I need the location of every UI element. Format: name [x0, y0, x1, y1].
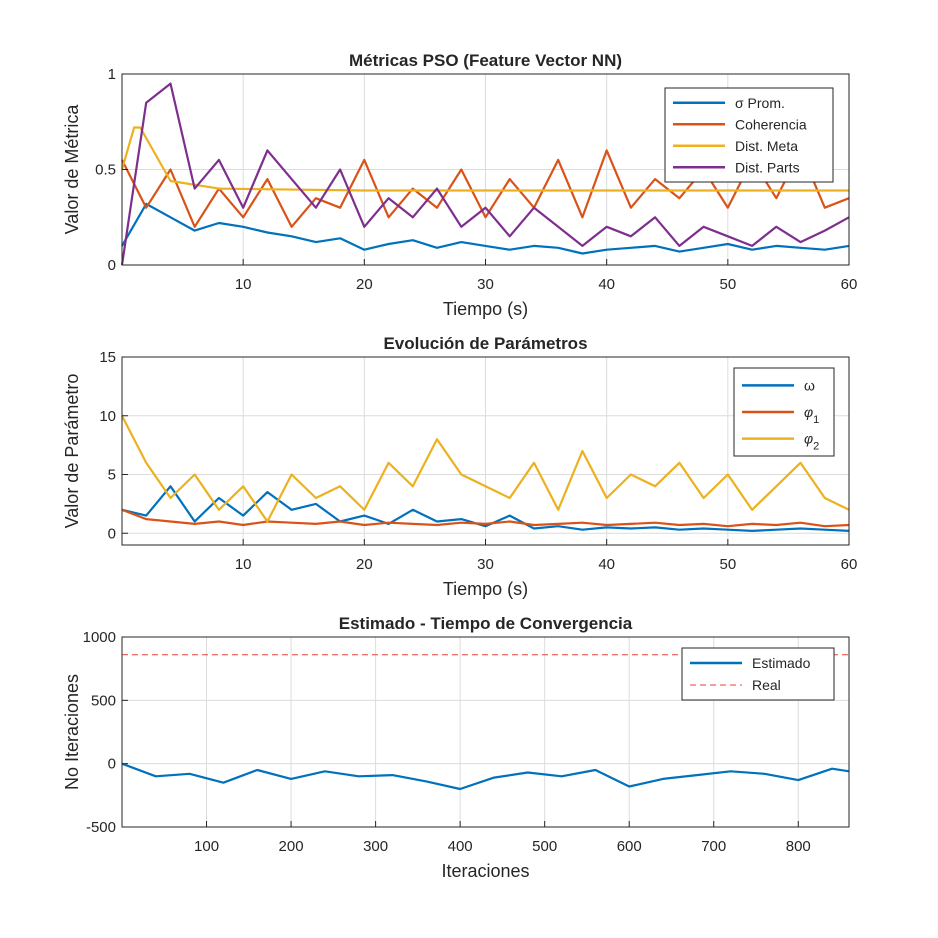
legend-entry: φ1 — [804, 404, 819, 426]
y-tick-label: 500 — [91, 692, 116, 709]
x-tick-label: 500 — [532, 838, 557, 855]
chart-title: Métricas PSO (Feature Vector NN) — [349, 51, 622, 70]
legend-entry: ω — [804, 377, 815, 393]
legend-entry: Dist. Parts — [735, 159, 800, 175]
x-tick-label: 50 — [719, 276, 736, 293]
series-line-1 — [121, 485, 850, 533]
legend: Estimado Real — [681, 647, 835, 701]
x-tick-label: 10 — [235, 276, 252, 293]
y-tick-label: 0 — [108, 756, 116, 773]
legend-entry: Dist. Meta — [735, 138, 798, 154]
chart-2: 10 20 30 40 50 60 0 5 10 15 Evolución de Parámetro… — [62, 334, 857, 599]
y-tick-label: 1000 — [83, 629, 116, 646]
y-axis-label: Valor de Métrica — [62, 104, 82, 235]
x-tick-label: 100 — [194, 838, 219, 855]
x-tick-label: 30 — [477, 556, 494, 573]
x-tick-label: 200 — [279, 838, 304, 855]
y-tick-label: 0.5 — [95, 162, 116, 179]
x-tick-label: 300 — [363, 838, 388, 855]
chart-3: 100 200 300 400 500 600 700 800 -500 0 500 1000 Esti… — [62, 614, 850, 881]
y-tick-label: 5 — [108, 467, 116, 484]
x-tick-label: 400 — [448, 838, 473, 855]
y-tick-label: 0 — [108, 257, 116, 274]
legend: ω φ1 φ2 — [733, 367, 835, 457]
legend-entry: φ2 — [804, 431, 819, 453]
chart-title: Estimado - Tiempo de Convergencia — [339, 614, 633, 633]
x-tick-label: 60 — [841, 276, 858, 293]
x-axis-label: Tiempo (s) — [443, 579, 528, 599]
series-line-3 — [120, 126, 849, 192]
chart-1: 10 20 30 40 50 60 0 0.5 1 Métricas PSO (Feature V… — [62, 51, 857, 319]
x-tick-label: 50 — [719, 556, 736, 573]
legend-entry: Real — [752, 677, 781, 693]
legend-entry: Coherencia — [735, 116, 807, 132]
x-tick-label: 10 — [235, 556, 252, 573]
x-tick-label: 700 — [701, 838, 726, 855]
series-line-2 — [121, 149, 850, 228]
x-tick-label: 60 — [841, 556, 858, 573]
y-axis-label: No Iteraciones — [62, 674, 82, 790]
y-tick-label: 1 — [108, 66, 116, 83]
chart-title: Evolución de Parámetros — [383, 334, 587, 353]
y-tick-label: -500 — [86, 819, 116, 836]
series-line-3 — [121, 415, 850, 523]
series-line-2 — [121, 508, 850, 528]
x-tick-label: 20 — [356, 556, 373, 573]
y-tick-label: 10 — [99, 408, 116, 425]
series-line-1 — [121, 762, 850, 791]
x-axis-label: Iteraciones — [441, 861, 529, 881]
y-tick-label: 15 — [99, 349, 116, 366]
legend: σ Prom. Coherencia Dist. Meta Dist. Parts — [664, 87, 834, 183]
legend-entry: σ Prom. — [735, 95, 785, 111]
y-tick-label: 0 — [108, 525, 116, 542]
y-axis-label: Valor de Parámetro — [62, 374, 82, 529]
legend-entry: Estimado — [752, 655, 811, 671]
x-tick-label: 40 — [598, 556, 615, 573]
x-axis-label: Tiempo (s) — [443, 299, 528, 319]
x-tick-label: 800 — [786, 838, 811, 855]
x-tick-label: 600 — [617, 838, 642, 855]
x-tick-label: 30 — [477, 276, 494, 293]
x-tick-label: 40 — [598, 276, 615, 293]
x-tick-label: 20 — [356, 276, 373, 293]
series-line-4 — [120, 82, 850, 266]
series-line-1 — [121, 202, 850, 255]
axes-box — [121, 636, 850, 828]
legend-box — [681, 647, 835, 701]
